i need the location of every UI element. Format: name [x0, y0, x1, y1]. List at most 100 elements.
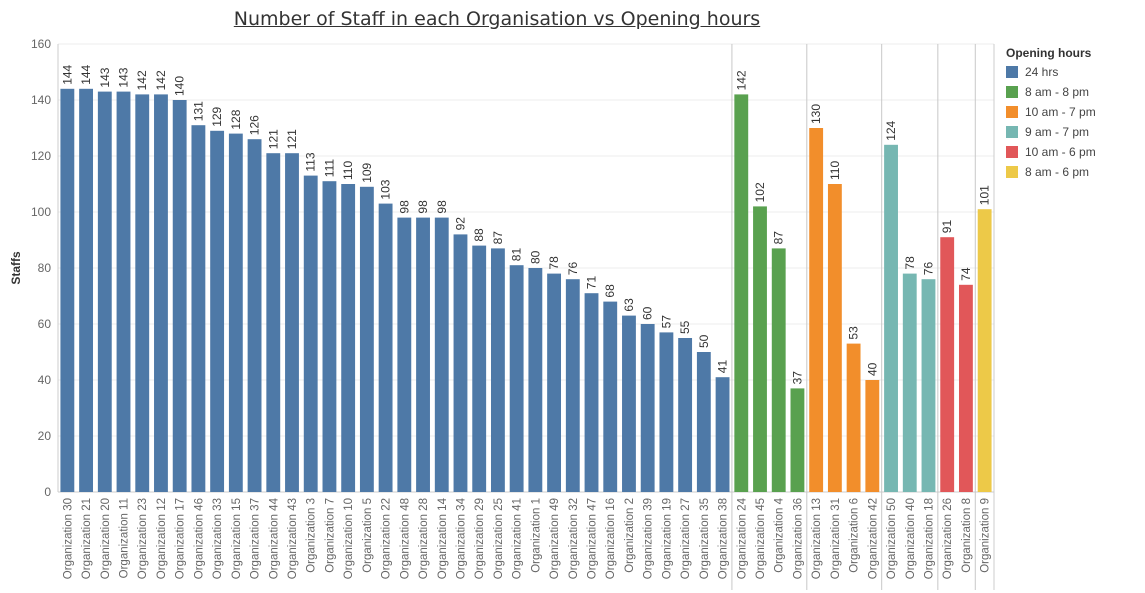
y-tick-label: 0 — [44, 485, 51, 499]
bar — [584, 293, 599, 492]
data-label: 71 — [585, 276, 599, 290]
data-label: 63 — [622, 298, 636, 312]
bar-chart: 0 20 40 60 80 100 120 140 160 Staffs 144 Organizati… — [9, 37, 995, 590]
data-label: 81 — [510, 248, 524, 262]
bar — [884, 144, 898, 493]
x-tick-label: Organization 27 — [680, 498, 692, 579]
data-label: 92 — [453, 217, 467, 231]
data-label: 126 — [248, 115, 262, 135]
x-tick-label: Organization 32 — [568, 498, 580, 579]
data-label: 78 — [547, 256, 561, 270]
bar — [322, 181, 337, 492]
data-label: 98 — [435, 200, 449, 214]
x-tick-label: Organization 39 — [643, 498, 655, 579]
data-label: 40 — [865, 362, 879, 376]
bar — [247, 139, 262, 492]
bar — [734, 94, 749, 493]
legend-title: Opening hours — [1006, 46, 1092, 60]
data-label: 101 — [978, 185, 992, 205]
legend-items: 24 hrs 8 am - 8 pm 10 am - 7 pm 9 am - 7 pm… — [1006, 65, 1096, 185]
data-label: 111 — [322, 159, 336, 178]
data-label: 68 — [603, 284, 617, 298]
y-tick-label: 100 — [31, 205, 51, 219]
x-tick-label: Organization 18 — [923, 498, 935, 579]
bar — [865, 380, 880, 492]
x-tick-label: Organization 48 — [399, 498, 411, 579]
x-tick-label: Organization 2 — [624, 498, 636, 573]
bar — [940, 237, 955, 492]
data-label: 142 — [135, 70, 149, 90]
x-tick-label: Organization 49 — [549, 498, 561, 579]
data-label: 128 — [229, 109, 243, 129]
bar — [921, 279, 936, 492]
bar — [902, 273, 917, 492]
legend: Opening hours 24 hrs 8 am - 8 pm 10 am - 7… — [1006, 46, 1096, 185]
data-label: 87 — [491, 231, 505, 245]
data-label: 88 — [472, 228, 486, 242]
bar — [528, 268, 543, 492]
x-tick-label: Organization 5 — [362, 498, 374, 573]
x-tick-label: Organization 28 — [418, 498, 430, 579]
data-label: 142 — [154, 70, 168, 90]
bar — [266, 153, 281, 492]
bar — [453, 234, 468, 492]
x-tick-label: Organization 7 — [324, 498, 336, 573]
x-tick-label: Organization 33 — [212, 498, 224, 579]
x-tick-label: Organization 31 — [830, 498, 842, 579]
bar — [958, 284, 973, 492]
legend-item: 10 am - 6 pm — [1006, 145, 1096, 165]
bar — [547, 273, 562, 492]
data-label: 91 — [940, 220, 954, 234]
x-tick-label: Organization 19 — [661, 498, 673, 579]
bar — [715, 377, 730, 492]
bar — [771, 248, 786, 492]
data-label: 41 — [716, 360, 730, 374]
bar — [509, 265, 524, 492]
legend-swatch — [1006, 66, 1018, 78]
x-tick-label: Organization 22 — [381, 498, 393, 579]
data-label: 131 — [191, 101, 205, 121]
bar — [640, 324, 655, 492]
x-tick-label: Organization 34 — [455, 497, 467, 579]
x-tick-label: Organization 10 — [343, 498, 355, 579]
x-tick-label: Organization 3 — [306, 498, 318, 573]
data-label: 102 — [753, 182, 767, 202]
data-label: 121 — [266, 129, 280, 149]
chart-title: Number of Staff in each Organisation vs … — [233, 8, 761, 30]
y-axis-label: Staffs — [9, 251, 23, 285]
x-tick-label: Organization 47 — [587, 498, 599, 579]
bar — [285, 153, 299, 492]
data-label: 98 — [397, 200, 411, 214]
y-tick-label: 80 — [38, 261, 52, 275]
legend-label: 10 am - 6 pm — [1025, 145, 1096, 159]
bar — [135, 94, 150, 493]
x-tick-label: Organization 8 — [961, 498, 973, 573]
data-label: 121 — [285, 129, 299, 149]
data-label: 87 — [772, 231, 786, 245]
x-tick-label: Organization 12 — [156, 498, 168, 579]
legend-item: 10 am - 7 pm — [1006, 105, 1096, 125]
legend-swatch — [1006, 106, 1018, 118]
x-tick-label: Organization 26 — [942, 498, 954, 579]
legend-swatch — [1006, 86, 1018, 98]
x-tick-label: Organization 14 — [437, 497, 449, 579]
y-tick-label: 140 — [31, 93, 51, 107]
data-label: 143 — [98, 67, 112, 87]
data-label: 142 — [734, 70, 748, 90]
x-tick-label: Organization 44 — [268, 497, 280, 579]
bar — [341, 184, 356, 492]
x-tick-label: Organization 40 — [905, 498, 917, 579]
bar — [846, 343, 861, 492]
legend-label: 10 am - 7 pm — [1025, 105, 1096, 119]
data-label: 78 — [903, 256, 917, 270]
bar — [228, 133, 243, 492]
x-tick-label: Organization 43 — [287, 498, 299, 579]
x-tick-label: Organization 21 — [81, 498, 93, 579]
bar — [359, 186, 374, 493]
x-tick-label: Organization 30 — [62, 498, 74, 579]
legend-swatch — [1006, 166, 1018, 178]
bar — [678, 338, 693, 492]
x-tick-label: Organization 13 — [811, 498, 823, 579]
bar — [97, 91, 112, 492]
y-tick-label: 60 — [38, 317, 52, 331]
